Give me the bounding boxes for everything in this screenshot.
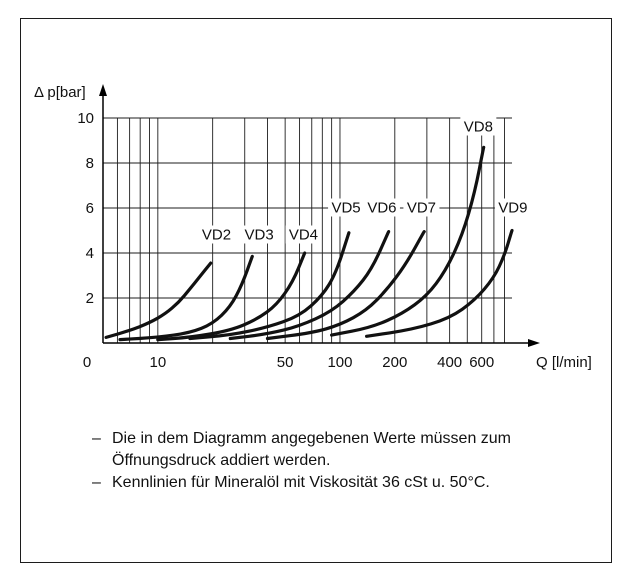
y-tick-label: 2 (86, 290, 94, 307)
series-line-vd7 (265, 229, 426, 341)
y-tick-label: 8 (86, 155, 94, 172)
chart-grid (103, 117, 512, 343)
chart-axes (99, 84, 540, 347)
series-label-background (403, 198, 440, 217)
series-label-background (460, 117, 497, 136)
series-label-background (328, 198, 365, 217)
x-tick-label: 10 (149, 354, 166, 371)
y-tick-label: 4 (86, 245, 94, 262)
chart-labels: 2 4 6 8 10 Δ p[bar] 0 10 50 100 200 400 600 Q [l/min]… (34, 84, 592, 371)
series-line-vd9 (365, 228, 514, 338)
figure-frame (20, 18, 612, 563)
y-axis-arrow (99, 84, 107, 96)
note-dash: – (92, 430, 101, 447)
y-axis-label: Δ p[bar] (34, 84, 86, 101)
note-text: Kennlinien für Mineralöl mit Viskosität … (112, 474, 490, 491)
series-label-background (363, 198, 400, 217)
y-tick-label: 6 (86, 200, 94, 217)
series-line-vd2 (104, 261, 213, 339)
note-item: – Die in dem Diagramm angegebenen Werte … (92, 428, 572, 472)
series-label-vd5: VD5 (331, 200, 360, 217)
note-text: Die in dem Diagramm angegebenen Werte mü… (112, 430, 512, 469)
series-label-vd7: VD7 (407, 200, 436, 217)
series-label-background (198, 225, 235, 244)
chart-series (104, 145, 514, 342)
series-line-vd6 (228, 230, 391, 341)
series-label-background (494, 198, 531, 217)
x-tick-label: 400 (437, 354, 462, 371)
series-line-vd3 (118, 254, 254, 342)
series-label-background (241, 225, 278, 244)
series-line-vd5 (188, 231, 351, 341)
x-tick-label: 100 (327, 354, 352, 371)
note-item: – Kennlinien für Mineralöl mit Viskositä… (92, 472, 572, 494)
x-origin-label: 0 (83, 354, 91, 371)
series-label-background (285, 225, 322, 244)
x-axis-label: Q [l/min] (536, 354, 592, 371)
x-axis-arrow (528, 339, 540, 347)
series-label-vd4: VD4 (289, 227, 318, 244)
x-tick-label: 600 (469, 354, 494, 371)
series-line-vd8 (330, 145, 486, 337)
x-tick-label: 50 (277, 354, 294, 371)
series-label-vd6: VD6 (367, 200, 396, 217)
y-tick-label: 10 (77, 110, 94, 127)
series-label-vd3: VD3 (245, 227, 274, 244)
note-dash: – (92, 474, 101, 491)
series-label-vd9: VD9 (498, 200, 527, 217)
chart-notes: – Die in dem Diagramm angegebenen Werte … (92, 428, 572, 494)
series-line-vd4 (156, 251, 307, 342)
x-tick-label: 200 (382, 354, 407, 371)
series-label-vd2: VD2 (202, 227, 231, 244)
series-label-vd8: VD8 (464, 119, 493, 136)
